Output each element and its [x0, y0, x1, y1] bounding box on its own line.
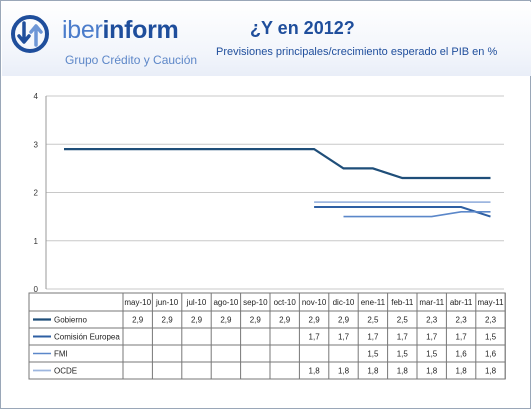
x-category-label: nov-10 [302, 298, 327, 307]
data-label: 2,5 [367, 316, 379, 325]
data-label: 1,7 [338, 333, 350, 342]
series-line-fmi [343, 211, 491, 218]
series-line-comision-europea [314, 206, 491, 218]
y-tick-label: 0 [34, 285, 39, 294]
x-category-label: mar-11 [419, 298, 444, 307]
data-label: 1,8 [309, 367, 321, 376]
data-label: 1,5 [426, 350, 438, 359]
data-label: 1,6 [456, 350, 468, 359]
legend-label: Comisión Europea [54, 333, 120, 342]
data-label: 2,9 [338, 316, 350, 325]
brand-name-part1: iber [62, 16, 103, 44]
x-category-label: sep-10 [243, 298, 268, 307]
brand-name: iberinform [62, 16, 179, 45]
data-label: 2,9 [220, 316, 232, 325]
data-label: 1,5 [397, 350, 409, 359]
data-label: 1,7 [397, 333, 409, 342]
y-tick-label: 3 [34, 140, 39, 149]
x-category-label: may-10 [124, 298, 151, 307]
legend-label: Gobierno [54, 316, 87, 325]
y-tick-label: 2 [34, 189, 39, 198]
legend-label: OCDE [54, 367, 77, 376]
data-label: 1,8 [456, 367, 468, 376]
data-label: 2,3 [456, 316, 468, 325]
x-category-label: ago-10 [213, 298, 238, 307]
data-label: 2,9 [132, 316, 144, 325]
x-category-label: oct-10 [274, 298, 297, 307]
data-label: 1,5 [485, 333, 497, 342]
data-label: 1,6 [485, 350, 497, 359]
data-label: 2,5 [397, 316, 409, 325]
x-category-label: may-11 [477, 298, 504, 307]
forecast-chart: 0 1 2 3 4 may-10 jun-10 jul-10 ago-10 sep-10 oct-1… [28, 92, 506, 380]
data-label: 1,8 [367, 367, 379, 376]
data-label: 1,8 [426, 367, 438, 376]
data-label: 1,7 [309, 333, 321, 342]
data-label: 2,3 [426, 316, 438, 325]
data-label: 1,8 [397, 367, 409, 376]
brand-name-part2: inform [102, 16, 179, 44]
data-label: 2,3 [485, 316, 497, 325]
brand-subtitle: Grupo Crédito y Caución [65, 53, 198, 67]
header: iberinform Grupo Crédito y Caución ¿Y en… [2, 2, 531, 76]
data-label: 1,7 [456, 333, 468, 342]
x-category-label: dic-10 [333, 298, 355, 307]
iberinform-logo-icon [11, 15, 49, 53]
x-category-label: abr-11 [450, 298, 473, 307]
data-label: 2,9 [309, 316, 321, 325]
data-label: 2,9 [250, 316, 262, 325]
series-line-gobierno [64, 148, 491, 180]
x-category-label: jul-10 [186, 298, 207, 307]
x-category-label: ene-11 [361, 298, 386, 307]
data-label: 2,9 [279, 316, 291, 325]
legend-label: FMI [54, 350, 68, 359]
data-label: 2,9 [191, 316, 203, 325]
data-label: 1,7 [426, 333, 438, 342]
y-tick-label: 4 [34, 92, 39, 101]
y-tick-label: 1 [34, 237, 39, 246]
x-category-label: feb-11 [391, 298, 414, 307]
page-title: ¿Y en 2012? [250, 18, 355, 38]
data-label: 2,9 [162, 316, 174, 325]
data-label: 1,8 [338, 367, 350, 376]
data-label: 1,5 [367, 350, 379, 359]
data-label: 1,8 [485, 367, 497, 376]
x-category-label: jun-10 [155, 298, 179, 307]
page-subtitle: Previsiones principales/crecimiento espe… [216, 46, 498, 58]
data-label: 1,7 [367, 333, 379, 342]
